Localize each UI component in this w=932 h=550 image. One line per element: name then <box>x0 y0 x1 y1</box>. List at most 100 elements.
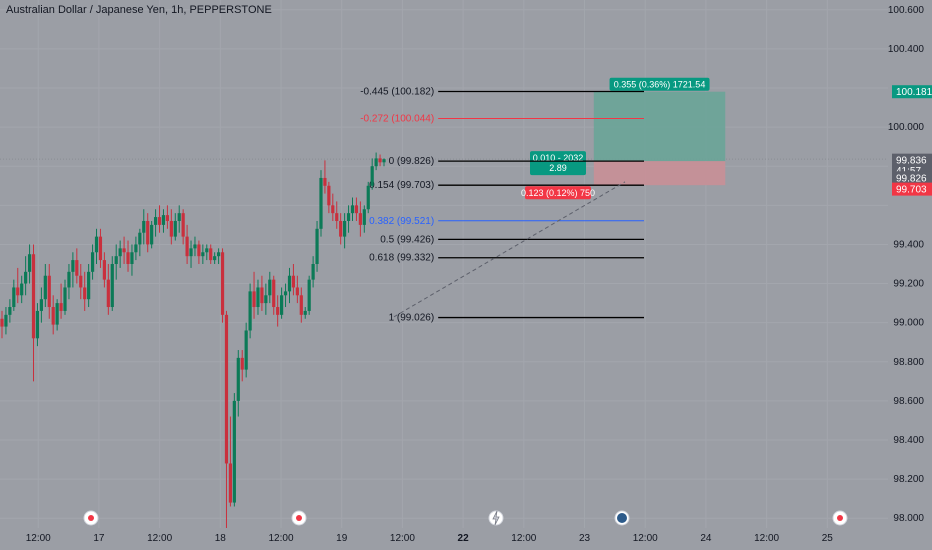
position-stop-label-bg <box>525 186 591 200</box>
candle-body <box>343 220 347 237</box>
candle-body <box>220 252 225 315</box>
candle-body <box>12 287 16 308</box>
candle-body <box>134 244 138 253</box>
candle-body <box>51 307 55 325</box>
entry-price-tag-bg <box>892 171 932 185</box>
candle-body <box>110 264 114 308</box>
candle-body <box>268 279 272 296</box>
candle-body <box>335 213 339 221</box>
position-target-zone <box>593 91 726 162</box>
event-flag-icon <box>832 510 848 526</box>
candle-body <box>197 244 201 257</box>
event-bolt-glyph <box>492 510 500 526</box>
candle-body <box>35 310 40 339</box>
candle-body <box>181 213 185 237</box>
candle-body <box>213 256 217 261</box>
trend-line <box>393 181 626 318</box>
candle-body <box>256 287 260 308</box>
time-axis-tick: 18 <box>215 533 227 544</box>
candle-body <box>20 283 24 296</box>
event-flag-icon <box>83 510 99 526</box>
event-globe-glyph <box>617 513 627 523</box>
stop-loss-price-tag: 99.703 <box>892 182 932 196</box>
candle-body <box>130 252 134 264</box>
candle-body <box>315 228 319 264</box>
fib-level-label: 0.382 (99.521) <box>369 216 434 227</box>
candle-body <box>146 220 150 245</box>
position-center-label-text: 2.89 <box>549 163 567 173</box>
candle-body <box>323 177 327 186</box>
symbol-title: Australian Dollar / Japanese Yen, 1h, PE… <box>6 4 272 16</box>
fib-level-label: 0.154 (99.703) <box>369 180 434 191</box>
price-axis-tick: 98.000 <box>893 513 924 524</box>
candle-body <box>90 252 95 272</box>
candle-body <box>303 310 307 315</box>
candle-body <box>94 236 99 253</box>
candle-body <box>366 185 370 210</box>
candle-body <box>189 248 193 257</box>
fib-retracement: -0.445 (100.182) -0.272 (100.044) 0 (99.82… <box>360 87 644 324</box>
candle-body <box>75 260 79 276</box>
position-stop-label: 0.123 (0.12%) 750 <box>521 186 595 200</box>
candle-body <box>47 275 51 308</box>
candle-body <box>228 463 233 503</box>
price-axis-tick: 99.000 <box>893 318 924 329</box>
time-axis-tick: 12:00 <box>269 533 294 544</box>
candle-body <box>153 217 158 225</box>
candle-body <box>272 279 276 308</box>
candle-body <box>299 295 303 315</box>
fib-level-label: 1 (99.026) <box>389 313 435 324</box>
candle-body <box>142 220 146 233</box>
price-axis-tick: 100.000 <box>888 122 925 133</box>
time-axis-tick: 25 <box>822 533 834 544</box>
time-axis-tick: 12:00 <box>511 533 536 544</box>
candle-body <box>374 158 378 167</box>
event-flag-dot <box>88 515 94 521</box>
event-flag-dot <box>837 515 843 521</box>
candle-body <box>248 291 252 331</box>
candle-body <box>16 287 20 296</box>
candle-body <box>24 271 28 284</box>
candle-body <box>118 248 122 257</box>
candle-body <box>31 254 36 339</box>
position-stop-label-text: 0.123 (0.12%) 750 <box>521 188 595 198</box>
fib-level-label: 0.618 (99.332) <box>369 253 434 264</box>
price-axis-tick: 100.600 <box>888 5 925 16</box>
price-axis-tick: 98.400 <box>893 435 924 446</box>
candle-body <box>331 205 335 214</box>
candle-body <box>311 264 315 280</box>
candle-body <box>276 307 280 315</box>
candle-body <box>122 248 126 253</box>
candle-body <box>358 213 362 225</box>
candle-body <box>161 215 166 225</box>
candle-body <box>55 303 59 325</box>
candle-body <box>0 318 4 327</box>
price-axis-tick: 98.600 <box>893 396 924 407</box>
candle-body <box>339 220 343 237</box>
grid-lines <box>0 0 888 528</box>
candle-body <box>102 260 106 280</box>
candles <box>0 152 386 528</box>
candle-body <box>27 254 32 272</box>
position-target-label-text: 0.355 (0.36%) 1721.54 <box>614 80 706 90</box>
fib-level-label: -0.445 (100.182) <box>360 87 434 98</box>
position-center-label-text: 0.010 - 2032 <box>533 153 584 163</box>
price-axis: 98.000 98.200 98.400 98.600 98.800 99.000 99.2… <box>888 5 932 524</box>
candle-body <box>4 314 8 327</box>
candle-body <box>362 209 366 225</box>
candle-body <box>307 279 311 311</box>
time-axis-tick: 12:00 <box>390 533 415 544</box>
time-axis-tick: 17 <box>93 533 105 544</box>
position-stop-zone <box>593 161 726 186</box>
candle-body <box>280 295 284 315</box>
event-flag-dot <box>296 515 302 521</box>
event-globe-icon <box>614 510 630 526</box>
candle-body <box>193 244 197 249</box>
current-price-tag-text: 99.836 <box>896 156 927 167</box>
candle-body <box>252 291 256 308</box>
event-markers <box>83 510 848 526</box>
take-profit-price-tag-bg <box>892 85 932 99</box>
candle-body <box>264 295 268 304</box>
